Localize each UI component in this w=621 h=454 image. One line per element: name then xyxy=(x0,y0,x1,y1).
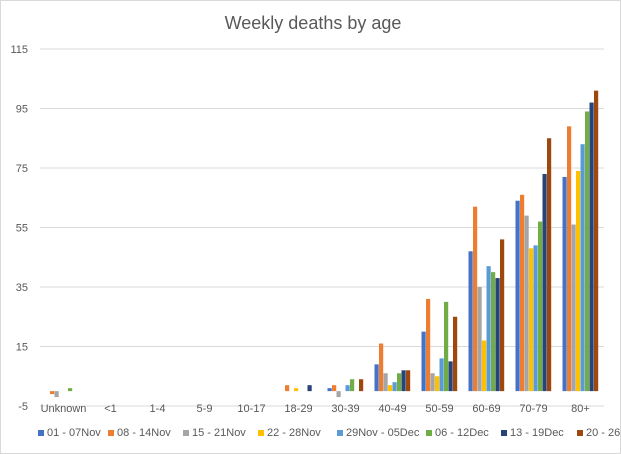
bar xyxy=(332,385,337,392)
bar xyxy=(515,200,520,392)
x-tick-label: 18-29 xyxy=(284,403,312,415)
bar xyxy=(430,373,435,392)
bars xyxy=(50,90,599,398)
legend: 01 - 07Nov 08 - 14Nov 15 - 21Nov 22 - 28Nov… xyxy=(38,427,621,439)
bar xyxy=(421,331,426,392)
x-tick-label: 5-9 xyxy=(197,403,213,415)
bar xyxy=(448,361,453,392)
bar xyxy=(538,221,543,392)
bar xyxy=(374,364,379,392)
legend-swatch xyxy=(183,430,189,436)
legend-swatch xyxy=(38,430,44,436)
legend-label: 22 - 28Nov xyxy=(267,427,321,439)
y-tick-label: 35 xyxy=(16,282,28,294)
bar xyxy=(379,343,384,392)
legend-label: 06 - 12Dec xyxy=(435,427,489,439)
x-tick-label: 60-69 xyxy=(472,403,500,415)
bar xyxy=(406,370,411,392)
legend-swatch xyxy=(426,430,432,436)
bar xyxy=(68,388,73,392)
bar xyxy=(426,298,431,392)
bar xyxy=(336,391,341,398)
bar xyxy=(542,173,547,392)
legend-swatch xyxy=(501,430,507,436)
legend-swatch xyxy=(258,430,264,436)
bar xyxy=(401,370,406,392)
x-tick-label: <1 xyxy=(104,403,117,415)
bar xyxy=(307,385,312,392)
legend-label: 29Nov - 05Dec xyxy=(346,427,420,439)
x-tick-label: 30-39 xyxy=(331,403,359,415)
x-tick-label: 50-59 xyxy=(425,403,453,415)
x-tick-label: Unknown xyxy=(41,403,87,415)
bar xyxy=(435,376,440,392)
y-tick-label: 115 xyxy=(10,44,28,56)
y-tick-label: 75 xyxy=(16,163,28,175)
bar xyxy=(54,391,59,398)
legend-label: 08 - 14Nov xyxy=(117,427,171,439)
bar xyxy=(350,379,355,392)
legend-swatch xyxy=(108,430,114,436)
y-tick-label: 15 xyxy=(16,342,28,354)
chart-title: Weekly deaths by age xyxy=(225,13,402,33)
x-tick-label: 1-4 xyxy=(150,403,166,415)
bar xyxy=(453,316,458,392)
x-tick-label: 40-49 xyxy=(378,403,406,415)
bar xyxy=(397,373,402,392)
bar xyxy=(468,251,473,392)
bar xyxy=(482,340,487,392)
legend-label: 15 - 21Nov xyxy=(192,427,246,439)
bar xyxy=(547,138,552,392)
bar xyxy=(50,391,55,395)
y-tick-label: -5 xyxy=(18,401,28,413)
bar xyxy=(500,239,505,392)
bar xyxy=(486,266,491,392)
x-axis: Unknown <1 1-4 5-9 10-17 18-29 30-39 40-49 50-59… xyxy=(41,403,590,415)
legend-swatch xyxy=(337,430,343,436)
x-tick-label: 70-79 xyxy=(519,403,547,415)
bar xyxy=(524,215,529,392)
x-tick-label: 10-17 xyxy=(237,403,265,415)
bar xyxy=(285,385,290,392)
bar xyxy=(495,278,500,392)
bar xyxy=(345,385,350,392)
y-axis: -5 15 35 55 75 95 115 xyxy=(10,44,28,413)
bar xyxy=(533,245,538,392)
y-tick-label: 95 xyxy=(16,104,28,116)
bar xyxy=(529,248,534,392)
bar xyxy=(473,206,478,392)
bar xyxy=(567,126,572,392)
bar xyxy=(383,373,388,392)
bar xyxy=(589,102,594,392)
bar xyxy=(491,272,496,392)
bar xyxy=(327,388,332,392)
bar xyxy=(580,144,585,392)
legend-label: 13 - 19Dec xyxy=(510,427,564,439)
y-tick-label: 55 xyxy=(16,223,28,235)
bar xyxy=(594,90,599,392)
legend-label: 20 - 26Dec xyxy=(586,427,621,439)
legend-label: 01 - 07Nov xyxy=(47,427,101,439)
bar xyxy=(520,194,525,392)
bar xyxy=(576,170,581,392)
bar xyxy=(571,224,576,392)
bar xyxy=(477,287,482,392)
bar xyxy=(585,111,590,392)
bar xyxy=(392,382,397,392)
bar xyxy=(359,379,364,392)
legend-swatch xyxy=(577,430,583,436)
bar xyxy=(388,385,393,392)
bar xyxy=(294,388,299,392)
gridlines xyxy=(40,48,604,407)
x-tick-label: 80+ xyxy=(571,403,590,415)
bar xyxy=(444,301,449,392)
bar xyxy=(439,358,444,392)
bar xyxy=(562,176,567,392)
